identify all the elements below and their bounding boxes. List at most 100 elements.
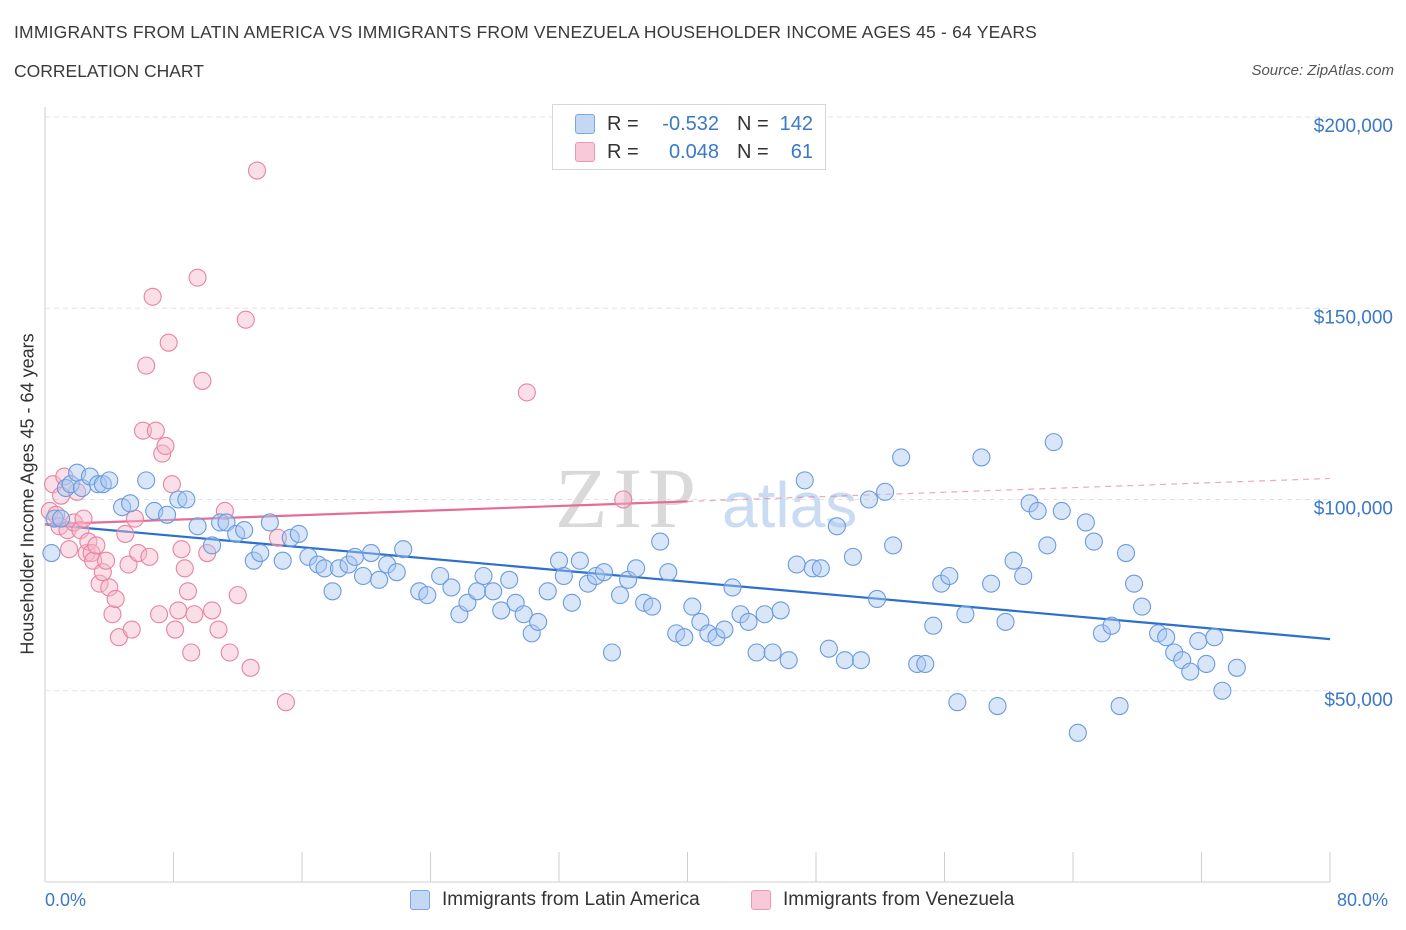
x-tick-label-max: 80.0% [1337,890,1389,910]
watermark-atlas: atlas [722,469,857,541]
point-venezuela-38 [162,475,181,494]
point-latin-america-23 [235,521,254,540]
point-latin-america-120 [1052,501,1071,521]
point-venezuela-31 [140,547,159,566]
point-latin-america-109 [956,605,975,624]
point-latin-america-118 [1038,536,1057,555]
point-latin-america-87 [771,601,790,620]
point-venezuela-16 [87,536,106,555]
point-latin-america-117 [1028,501,1047,521]
point-latin-america-96 [843,547,862,566]
point-venezuela-52 [220,643,239,662]
n-value: 142 [779,112,813,135]
watermark-zip: ZIP [555,450,702,546]
point-latin-america-71 [643,597,662,616]
point-latin-america-36 [345,547,365,566]
point-latin-america-138 [1213,681,1232,700]
point-venezuela-49 [203,601,222,620]
trend-line-venezuela [44,500,688,526]
point-latin-america-108 [948,693,967,712]
point-latin-america-34 [329,559,348,578]
point-venezuela-46 [188,268,207,287]
point-latin-america-113 [996,612,1015,631]
point-latin-america-8 [88,475,108,494]
point-venezuela-22 [106,589,125,609]
point-latin-america-95 [835,651,854,670]
point-latin-america-4 [61,475,80,494]
point-latin-america-26 [260,513,279,532]
point-venezuela-58 [276,693,295,712]
watermark: ZIP atlas [555,450,857,546]
trend-line-latin-america [44,523,1331,641]
n-key: N = [737,140,769,163]
point-latin-america-99 [867,589,887,609]
y-axis-label: Householder Income Ages 45 - 64 years [17,333,38,655]
point-latin-america-53 [500,570,519,589]
point-latin-america-89 [787,555,806,574]
point-latin-america-93 [819,639,838,658]
point-latin-america-1 [45,509,64,528]
point-latin-america-61 [562,593,581,612]
axes [44,107,1331,883]
point-latin-america-52 [492,601,511,620]
point-latin-america-76 [683,597,702,616]
point-latin-america-128 [1124,574,1144,593]
point-venezuela-59 [517,383,536,402]
point-venezuela-50 [209,620,228,639]
point-venezuela-32 [143,287,162,306]
series-latin-america-points [42,433,1246,742]
point-latin-america-56 [522,624,541,643]
point-latin-america-51 [484,582,503,601]
point-latin-america-134 [1181,662,1200,681]
point-latin-america-0 [42,543,61,563]
point-latin-america-65 [594,563,614,582]
point-venezuela-26 [122,620,141,639]
source-label: Source: ZipAtlas.com [1251,62,1394,79]
point-latin-america-102 [892,448,911,467]
point-venezuela-37 [159,333,178,352]
point-venezuela-33 [146,421,165,440]
legend-item-venezuela[interactable]: Immigrants from Venezuela [751,889,1014,911]
point-latin-america-57 [529,612,548,631]
point-latin-america-24 [244,551,263,570]
point-latin-america-17 [177,490,196,509]
point-latin-america-80 [715,620,734,639]
point-latin-america-119 [1044,433,1063,452]
point-venezuela-45 [185,605,204,624]
legend-item-latin-america[interactable]: Immigrants from Latin America [410,889,700,911]
point-latin-america-125 [1102,616,1121,635]
point-venezuela-47 [193,371,212,390]
stats-row-venezuela: R = 0.048 N = 61 [575,139,813,165]
r-value: -0.532 [662,112,719,135]
point-venezuela-51 [215,501,234,521]
point-venezuela-11 [74,509,93,528]
point-venezuela-21 [103,605,122,624]
point-latin-america-60 [554,566,573,586]
point-latin-america-62 [570,551,589,570]
point-latin-america-86 [763,643,782,662]
point-latin-america-81 [723,578,742,597]
legend-label: Immigrants from Latin America [442,889,700,910]
point-latin-america-131 [1157,628,1176,647]
point-latin-america-124 [1092,624,1111,643]
y-tick-labels: $200,000 $150,000 $100,000 $50,000 [1314,116,1393,711]
point-latin-america-44 [418,586,437,605]
swatch-pink [575,142,595,162]
point-latin-america-25 [251,543,270,563]
point-latin-america-136 [1197,654,1216,674]
point-venezuela-55 [241,658,260,677]
chart-title: IMMIGRANTS FROM LATIN AMERICA VS IMMIGRA… [14,22,1038,42]
point-latin-america-110 [972,448,991,467]
point-latin-america-33 [323,582,342,601]
point-latin-america-12 [121,494,140,513]
point-latin-america-32 [315,559,334,578]
point-venezuela-24 [116,524,135,543]
y-tick-label-2: $100,000 [1314,499,1393,520]
point-latin-america-72 [651,532,670,551]
point-latin-america-40 [378,555,397,574]
point-latin-america-58 [538,582,557,601]
point-latin-america-139 [1227,658,1246,677]
legend-swatch-blue [410,890,430,910]
stats-legend: R = -0.532 N = 142 R = 0.048 N = 61 [552,104,826,170]
point-venezuela-41 [172,540,191,559]
